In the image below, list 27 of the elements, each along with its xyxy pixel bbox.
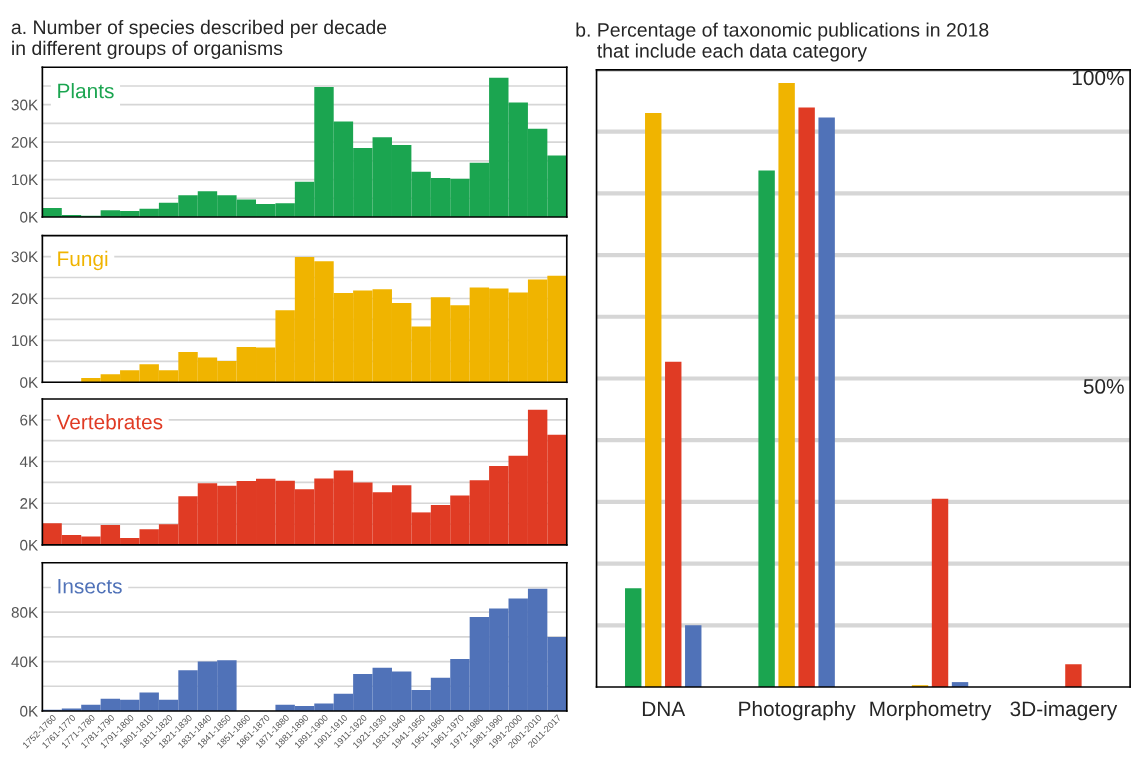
x-tick-label: Morphometry [870, 700, 992, 721]
y-tick-label: 80K [11, 607, 39, 618]
y-tick-label: 100% [1072, 70, 1124, 86]
y-tick-label: 30K [11, 251, 39, 263]
text: Plants [58, 83, 114, 99]
chart-title: b. Percentage of taxonomic publications in 2018 that include each data category [576, 22, 989, 62]
y-tick-label: 0K [20, 211, 39, 223]
y-tick-label: 50% [1083, 379, 1124, 394]
y-tick-label: 40K [11, 656, 39, 668]
y-tick-label: 4K [19, 456, 39, 468]
y-tick-label: 0K [20, 705, 39, 717]
text: Insects [58, 579, 122, 594]
y-tick-label: 6K [20, 414, 39, 426]
text: Vertebrates [56, 414, 163, 430]
y-tick-label: 2K [20, 498, 39, 509]
y-tick-label: 20K [11, 293, 39, 305]
y-tick-label: 10K [12, 174, 39, 186]
chart-title: a. Number of species described per decade in different groups of organisms [11, 19, 387, 59]
y-tick-label: 0K [20, 539, 39, 551]
x-tick-label: DNA [642, 701, 686, 717]
y-tick-label: 0K [20, 377, 39, 388]
y-tick-label: 30K [11, 99, 39, 111]
text: Fungi [58, 250, 108, 271]
y-tick-label: 20K [11, 136, 39, 148]
x-tick-label: 3D-imagery [1010, 700, 1118, 721]
y-tick-label: 10K [12, 335, 39, 347]
x-tick-label: Photography [739, 700, 856, 721]
